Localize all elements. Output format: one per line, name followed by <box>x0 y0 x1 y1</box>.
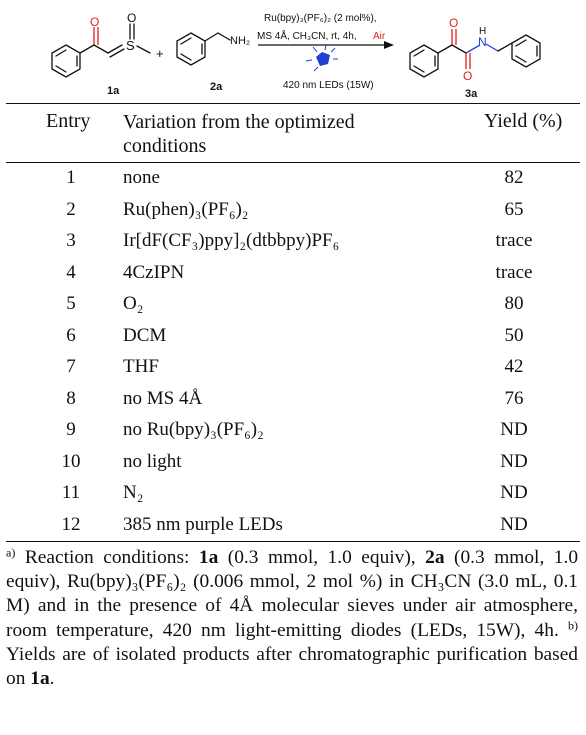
compound-label-2a: 2a <box>210 81 223 93</box>
header-variation-line2: conditions <box>123 135 207 157</box>
arrowhead-icon <box>384 41 394 49</box>
row-yield: ND <box>500 450 528 472</box>
row-entry: 11 <box>61 482 81 503</box>
amine-group-2a: NH₂ <box>230 35 250 47</box>
table-row: 4 4CzIPN trace <box>6 258 580 290</box>
row-entry: 8 <box>66 387 76 409</box>
header-yield: Yield (%) <box>484 110 563 132</box>
row-variation: Ir[dF(CF₃)ppy]₂(dtbbpy)PF₆ <box>123 230 340 251</box>
amide-oxygen-3a: O <box>463 69 472 83</box>
row-yield: ND <box>500 482 528 503</box>
blue-led-icon <box>305 44 338 72</box>
reaction-scheme: O S O 1a + NH₂ 2a Ru(bpy)₃(PF₆)₂ (2 mol%… <box>51 11 541 100</box>
row-yield: 65 <box>504 198 524 220</box>
light-source-label: 420 nm LEDs (15W) <box>283 80 374 91</box>
table-row: 6 DCM 50 <box>6 321 580 353</box>
row-variation: 4CzIPN <box>123 261 185 283</box>
table-header: Entry Variation from the optimized condi… <box>6 104 580 162</box>
row-yield: 76 <box>504 387 524 409</box>
benzene-ring-3a <box>409 44 439 78</box>
sulfoxide-oxygen: O <box>127 11 136 25</box>
row-variation: no MS 4Å <box>123 387 203 409</box>
row-yield: 50 <box>504 324 524 346</box>
footnote-marker-a: a) <box>6 545 16 560</box>
row-variation: DCM <box>123 324 167 346</box>
row-entry: 4 <box>66 261 76 283</box>
row-variation: no light <box>123 450 182 472</box>
amide-hydrogen-3a: H <box>479 26 486 37</box>
row-yield: ND <box>500 513 528 535</box>
table-body: 1 none 82 2 Ru(phen)₃(PF₆)₂ 65 3 Ir[dF(CF₃)ppy]… <box>6 163 580 541</box>
row-entry: 7 <box>66 356 76 377</box>
plus-sign: + <box>156 46 164 61</box>
optimization-table: Entry Variation from the optimized condi… <box>6 103 580 542</box>
conditions-catalyst: Ru(bpy)₃(PF₆)₂ (2 mol%), <box>264 13 377 24</box>
table-row: 10 no light ND <box>6 447 580 479</box>
footnote-compound-ref: 1a <box>30 668 50 690</box>
row-variation: Ru(phen)₃(PF₆)₂ <box>123 198 249 220</box>
table-row: 8 no MS 4Å 76 <box>6 384 580 416</box>
footnote-compound-ref: 2a <box>425 547 445 568</box>
row-entry: 5 <box>66 293 76 314</box>
table-row: 11 N₂ ND <box>6 478 580 510</box>
footnote-text: (0.3 mmol, 1.0 equiv), <box>218 547 426 568</box>
table-row: 1 none 82 <box>6 163 580 195</box>
benzene-ring-1a <box>51 44 81 78</box>
row-entry: 2 <box>66 198 76 220</box>
benzene-ring-benzyl-3a <box>511 34 541 68</box>
table-row: 2 Ru(phen)₃(PF₆)₂ 65 <box>6 195 580 227</box>
amide-nitrogen-3a: N <box>478 35 487 49</box>
ketone-oxygen-3a: O <box>449 16 458 30</box>
ketoamide-chain-3a <box>437 29 513 69</box>
conditions-air: Air <box>373 31 386 42</box>
row-entry: 9 <box>66 419 76 440</box>
row-entry: 12 <box>61 513 81 535</box>
row-variation: none <box>123 167 160 188</box>
footnote-marker-b: b) <box>567 618 578 632</box>
carbonyl-oxygen-1a: O <box>90 15 99 29</box>
row-variation: O₂ <box>123 293 144 314</box>
benzene-ring-2a <box>176 32 231 66</box>
row-entry: 3 <box>66 230 76 251</box>
table-bottom-rule <box>6 541 580 542</box>
row-variation: 385 nm purple LEDs <box>123 513 283 535</box>
row-variation: THF <box>123 356 159 377</box>
row-yield: ND <box>500 419 528 440</box>
table-row: 9 no Ru(bpy)₃(PF₆)₂ ND <box>6 415 580 447</box>
table-footnote: a) Reaction conditions: 1a (0.3 mmol, 1.… <box>6 546 578 691</box>
table-header-rule <box>6 162 580 163</box>
row-variation: no Ru(bpy)₃(PF₆)₂ <box>123 419 264 440</box>
row-entry: 1 <box>66 167 76 188</box>
footnote-text: Yields are of isolated products after ch… <box>6 643 578 690</box>
footnote-text: (0.3 mmol, 1.0 equiv), Ru(bpy)₃(PF₆)₂ (0… <box>6 547 579 641</box>
footnote-text: . <box>49 668 55 690</box>
table-row: 3 Ir[dF(CF₃)ppy]₂(dtbbpy)PF₆ trace <box>6 226 580 258</box>
compound-label-1a: 1a <box>107 85 120 97</box>
sulfur-atom: S <box>126 38 135 53</box>
ylide-chain-1a <box>79 23 151 58</box>
table-row: 7 THF 42 <box>6 352 580 384</box>
compound-label-3a: 3a <box>465 88 478 100</box>
row-yield: 82 <box>504 167 524 188</box>
row-yield: trace <box>495 230 533 251</box>
table-top-rule <box>6 103 580 104</box>
header-variation-line1: Variation from the optimized <box>123 111 355 133</box>
row-yield: trace <box>495 261 533 283</box>
conditions-reagents: MS 4Å, CH₃CN, rt, 4h, <box>257 29 357 42</box>
row-yield: 42 <box>504 356 524 377</box>
row-entry: 10 <box>61 450 81 472</box>
table-row: 12 385 nm purple LEDs ND <box>6 510 580 542</box>
row-yield: 80 <box>504 293 524 314</box>
footnote-text: Reaction conditions: <box>15 547 199 568</box>
header-variation: Variation from the optimized conditions <box>123 110 423 158</box>
header-entry: Entry <box>46 110 91 132</box>
table-row: 5 O₂ 80 <box>6 289 580 321</box>
footnote-compound-ref: 1a <box>198 547 219 568</box>
row-variation: N₂ <box>123 482 144 503</box>
row-entry: 6 <box>66 324 76 346</box>
